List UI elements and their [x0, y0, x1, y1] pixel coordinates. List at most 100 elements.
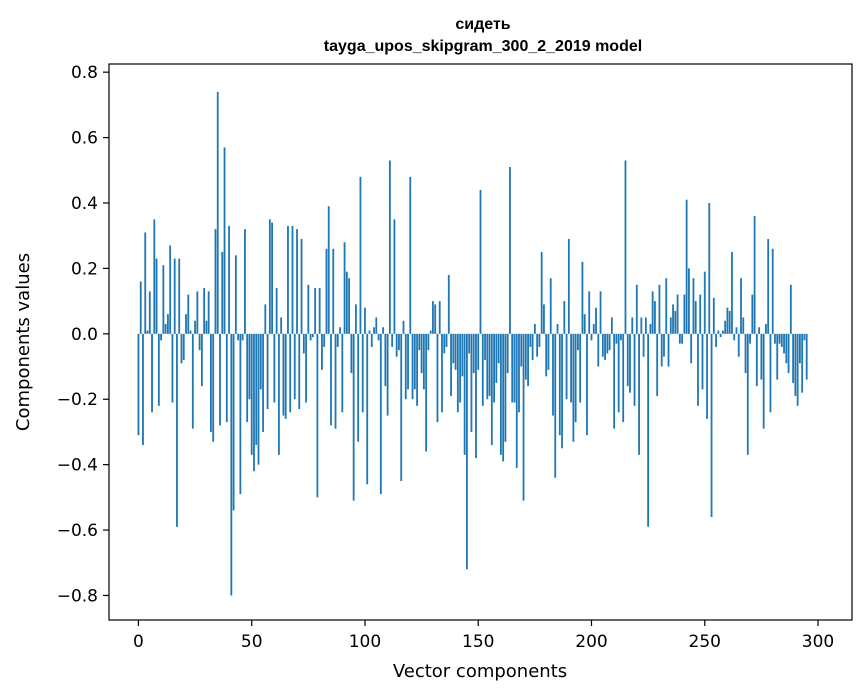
- bar: [230, 333, 233, 596]
- bar: [527, 333, 529, 387]
- bar: [499, 333, 502, 455]
- bar: [694, 301, 697, 334]
- bar: [336, 333, 339, 347]
- y-tick-label: 0.8: [71, 63, 98, 83]
- bar: [198, 333, 201, 351]
- bar: [710, 333, 713, 517]
- bar: [185, 314, 187, 334]
- bar: [180, 333, 183, 364]
- bar: [157, 333, 160, 406]
- bar: [733, 333, 736, 341]
- bar: [296, 229, 298, 334]
- bar: [463, 333, 466, 455]
- bar: [531, 333, 534, 360]
- bar: [441, 333, 443, 413]
- bar: [669, 317, 672, 334]
- bar: [210, 333, 212, 432]
- bar: [393, 219, 396, 334]
- bar: [712, 297, 715, 334]
- bar: [318, 288, 321, 334]
- bar: [567, 238, 570, 334]
- bar: [416, 333, 418, 406]
- bar: [744, 333, 747, 374]
- bar: [488, 333, 491, 396]
- bar: [665, 278, 668, 334]
- bar: [212, 333, 215, 442]
- bar: [683, 294, 686, 334]
- y-tick-label: −0.2: [57, 390, 98, 410]
- bar: [234, 255, 237, 334]
- bar: [697, 333, 699, 406]
- y-axis-label: Components values: [13, 253, 34, 431]
- x-tick-label: 250: [689, 632, 721, 652]
- bar: [266, 333, 269, 410]
- bar: [654, 301, 656, 334]
- bar: [536, 333, 539, 357]
- bar: [194, 320, 196, 334]
- bar: [246, 333, 249, 423]
- bar: [275, 288, 278, 334]
- bar: [706, 333, 708, 419]
- x-tick-label: 200: [575, 632, 607, 652]
- bar: [785, 333, 788, 364]
- bar: [708, 203, 711, 334]
- bar: [588, 291, 591, 334]
- bar: [309, 333, 312, 341]
- bar: [357, 333, 360, 442]
- bar: [160, 333, 162, 341]
- bar: [153, 219, 156, 334]
- bar: [477, 333, 480, 370]
- bar: [509, 167, 511, 334]
- bar: [468, 333, 471, 354]
- bar: [565, 333, 568, 400]
- bar: [753, 216, 756, 334]
- bar: [735, 327, 738, 334]
- bar: [334, 333, 337, 429]
- bar: [425, 333, 428, 452]
- bar: [321, 333, 323, 370]
- bar: [370, 333, 373, 347]
- bar: [137, 333, 140, 436]
- bar: [189, 330, 192, 334]
- bar: [617, 333, 620, 413]
- bar: [486, 333, 489, 400]
- bar: [307, 284, 310, 334]
- bar: [572, 333, 575, 442]
- bar: [780, 333, 783, 347]
- bar: [196, 291, 199, 334]
- bar: [384, 333, 387, 387]
- bar: [205, 320, 208, 334]
- bar: [746, 333, 749, 455]
- bar: [343, 242, 346, 334]
- bar: [520, 333, 523, 367]
- bar: [323, 333, 326, 347]
- bar: [749, 333, 751, 344]
- y-tick-label: 0.4: [71, 194, 98, 214]
- bar: [794, 333, 797, 396]
- bar: [803, 333, 806, 341]
- bar: [513, 333, 516, 403]
- bar: [740, 278, 742, 334]
- bar: [253, 333, 255, 472]
- bar: [398, 333, 400, 351]
- bar: [592, 324, 595, 334]
- bar: [776, 333, 779, 380]
- bar: [284, 333, 287, 419]
- bar: [511, 333, 514, 403]
- bar: [151, 333, 153, 413]
- bar: [552, 333, 554, 416]
- y-tick-label: 0.2: [71, 259, 98, 279]
- bar: [348, 278, 351, 334]
- bar: [200, 333, 203, 387]
- bar: [443, 333, 446, 354]
- bar: [629, 333, 631, 393]
- bar: [728, 310, 731, 334]
- bar: [302, 333, 305, 354]
- bar: [758, 327, 761, 334]
- bar: [248, 333, 251, 400]
- bar: [373, 327, 375, 334]
- bar: [311, 333, 314, 338]
- chart-title: сидеть: [455, 16, 510, 33]
- bar: [298, 333, 301, 410]
